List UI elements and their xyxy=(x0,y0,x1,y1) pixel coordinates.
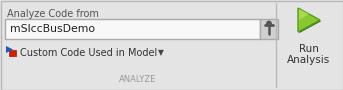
Text: Run: Run xyxy=(299,44,319,54)
Text: ▼: ▼ xyxy=(158,49,164,58)
Polygon shape xyxy=(299,9,321,33)
Polygon shape xyxy=(299,9,309,20)
Text: mSlccBusDemo: mSlccBusDemo xyxy=(10,24,95,34)
FancyBboxPatch shape xyxy=(0,1,343,89)
FancyBboxPatch shape xyxy=(260,19,278,39)
Polygon shape xyxy=(6,46,13,53)
Circle shape xyxy=(267,21,271,26)
FancyBboxPatch shape xyxy=(9,50,16,56)
FancyBboxPatch shape xyxy=(5,19,260,39)
Text: Analyze Code from: Analyze Code from xyxy=(7,9,99,19)
Text: Analysis: Analysis xyxy=(287,55,331,65)
Polygon shape xyxy=(298,8,320,32)
Text: ANALYZE: ANALYZE xyxy=(119,75,157,84)
Text: Custom Code Used in Model: Custom Code Used in Model xyxy=(20,48,157,58)
